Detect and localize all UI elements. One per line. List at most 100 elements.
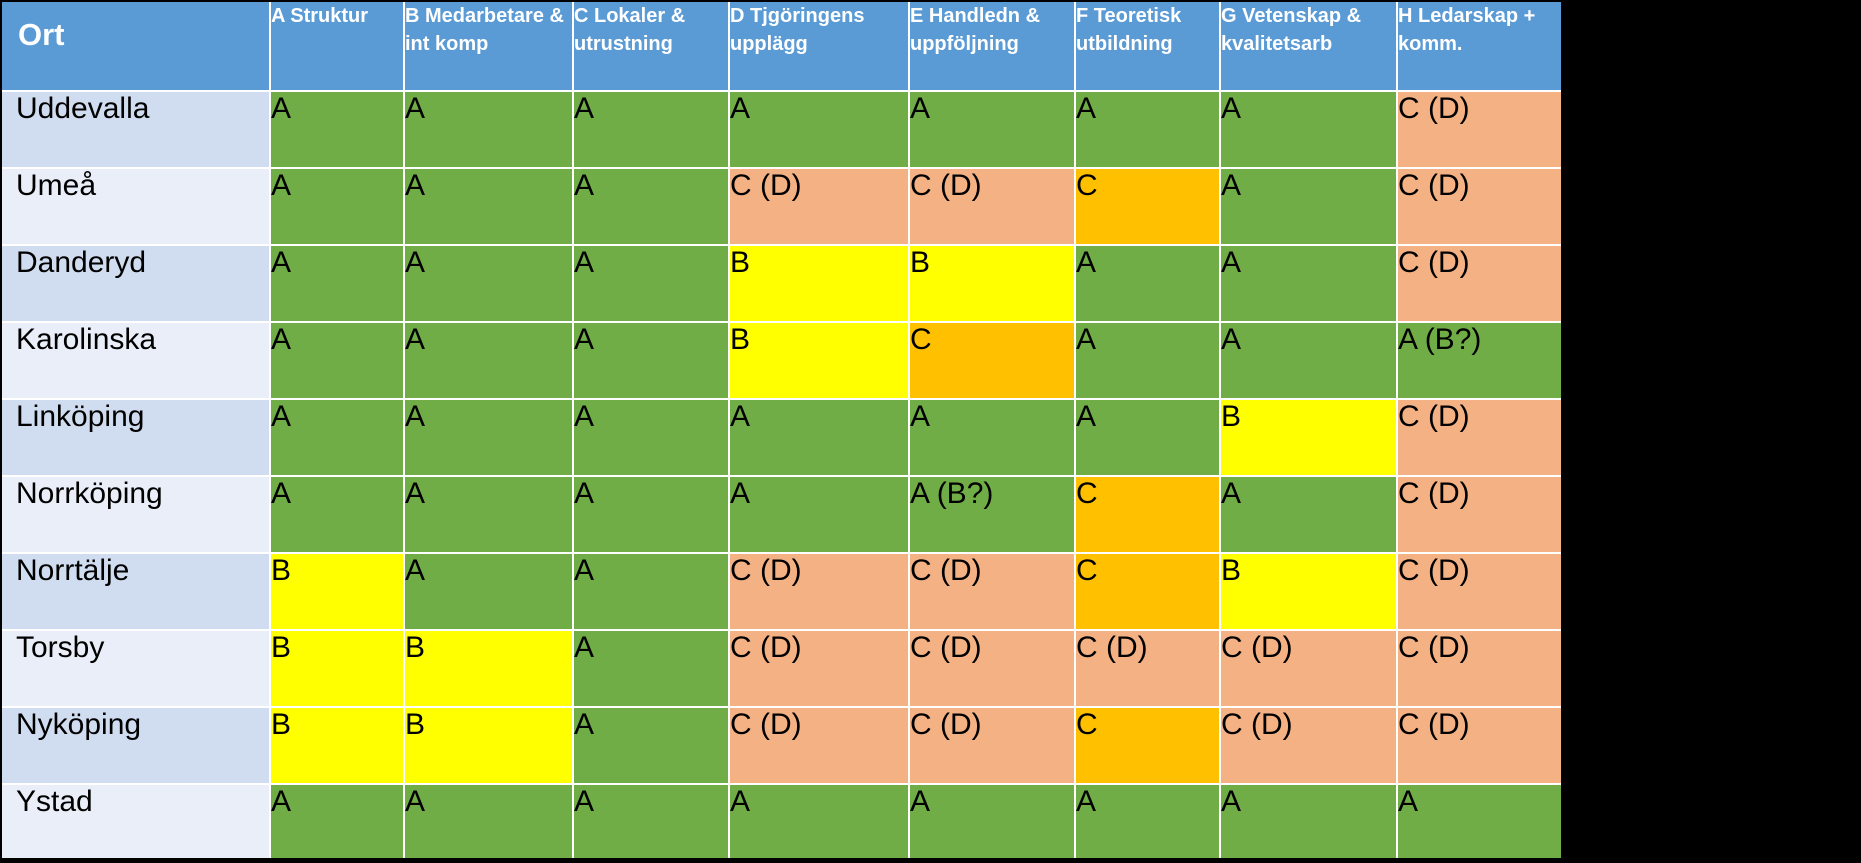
grade-cell: C (D) <box>1398 246 1561 323</box>
grade-cell: A <box>574 477 730 554</box>
column-header: C Lokaler & utrustning <box>574 2 730 92</box>
table-row: Linköping A A A A A A B C (D) <box>2 400 1561 477</box>
column-header: H Ledarskap + komm. <box>1398 2 1561 92</box>
grade-cell: C (D) <box>910 554 1076 631</box>
grade-cell: B <box>271 708 405 785</box>
grade-cell: C (D) <box>1398 631 1561 708</box>
grade-cell: A <box>1221 477 1398 554</box>
place-name: Ystad <box>2 785 271 858</box>
grade-cell: A <box>910 785 1076 858</box>
grade-cell: C (D) <box>910 708 1076 785</box>
grade-cell: A <box>730 785 910 858</box>
grade-cell: A <box>405 785 574 858</box>
grade-cell: C (D) <box>1221 708 1398 785</box>
column-header: D Tjgöringens upplägg <box>730 2 910 92</box>
grade-cell: A <box>405 246 574 323</box>
grade-cell: C (D) <box>910 631 1076 708</box>
grade-cell: A <box>405 169 574 246</box>
grade-cell: A <box>574 92 730 169</box>
grade-cell: A <box>1076 400 1221 477</box>
grade-cell: A <box>1221 92 1398 169</box>
place-name: Danderyd <box>2 246 271 323</box>
grade-cell: C <box>910 323 1076 400</box>
grade-cell: A <box>405 400 574 477</box>
table-row: Torsby B B A C (D) C (D) C (D) C (D) C (D) <box>2 631 1561 708</box>
grade-cell: A <box>574 554 730 631</box>
grade-cell: A <box>574 785 730 858</box>
grade-cell: A <box>271 785 405 858</box>
grade-cell: A <box>1076 323 1221 400</box>
grade-cell: A <box>1398 785 1561 858</box>
grade-cell: A (B?) <box>1398 323 1561 400</box>
grade-cell: A <box>574 169 730 246</box>
grading-table: Ort A Struktur B Medarbetare & int komp C … <box>2 2 1561 858</box>
grade-cell: A <box>910 92 1076 169</box>
grade-cell: C (D) <box>1398 477 1561 554</box>
grade-cell: A <box>271 323 405 400</box>
grade-cell: C (D) <box>730 708 910 785</box>
grade-cell: A <box>405 92 574 169</box>
table-row: Danderyd A A A B B A A C (D) <box>2 246 1561 323</box>
place-name: Norrtälje <box>2 554 271 631</box>
grade-cell: A <box>1076 246 1221 323</box>
column-header: F Teoretisk utbildning <box>1076 2 1221 92</box>
grade-cell: B <box>1221 400 1398 477</box>
column-header: E Handledn & uppföljning <box>910 2 1076 92</box>
grade-cell: A <box>1221 323 1398 400</box>
grade-cell: B <box>271 631 405 708</box>
grade-cell: B <box>730 246 910 323</box>
column-header: G Vetenskap & kvalitetsarb <box>1221 2 1398 92</box>
place-name: Linköping <box>2 400 271 477</box>
grade-cell: A <box>730 477 910 554</box>
grade-cell: A <box>1076 785 1221 858</box>
place-name: Uddevalla <box>2 92 271 169</box>
grade-cell: C (D) <box>1398 169 1561 246</box>
grade-cell: C (D) <box>1398 92 1561 169</box>
grade-cell: A <box>730 92 910 169</box>
grade-cell: A <box>271 246 405 323</box>
grade-cell: A <box>1221 785 1398 858</box>
grade-cell: C (D) <box>730 631 910 708</box>
header-ort: Ort <box>2 2 271 92</box>
grade-cell: B <box>1221 554 1398 631</box>
table-row: Norrköping A A A A A (B?) C A C (D) <box>2 477 1561 554</box>
column-header: A Struktur <box>271 2 405 92</box>
table-row: Nyköping B B A C (D) C (D) C C (D) C (D) <box>2 708 1561 785</box>
header-row: Ort A Struktur B Medarbetare & int komp C … <box>2 2 1561 92</box>
grade-cell: A <box>405 477 574 554</box>
table-row: Norrtälje B A A C (D) C (D) C B C (D) <box>2 554 1561 631</box>
grade-cell: A <box>574 400 730 477</box>
grade-cell: A <box>405 554 574 631</box>
grade-cell: A <box>271 477 405 554</box>
grade-cell: C (D) <box>1398 400 1561 477</box>
grade-cell: A <box>574 631 730 708</box>
place-name: Torsby <box>2 631 271 708</box>
grade-cell: A (B?) <box>910 477 1076 554</box>
grade-cell: B <box>405 631 574 708</box>
grade-cell: C <box>1076 554 1221 631</box>
table-row: Karolinska A A A B C A A A (B?) <box>2 323 1561 400</box>
grade-cell: C <box>1076 477 1221 554</box>
grade-cell: C <box>1076 169 1221 246</box>
table-body: Uddevalla A A A A A A A C (D) Umeå A A A C (D) C (D) C A… <box>2 92 1561 858</box>
grade-cell: A <box>1076 92 1221 169</box>
place-name: Nyköping <box>2 708 271 785</box>
grade-cell: A <box>1221 246 1398 323</box>
grade-cell: C (D) <box>1398 554 1561 631</box>
grade-cell: A <box>574 246 730 323</box>
table-row: Umeå A A A C (D) C (D) C A C (D) <box>2 169 1561 246</box>
grade-cell: A <box>271 169 405 246</box>
grade-cell: A <box>574 708 730 785</box>
grade-cell: C (D) <box>910 169 1076 246</box>
grade-cell: C <box>1076 708 1221 785</box>
place-name: Umeå <box>2 169 271 246</box>
grade-cell: A <box>910 400 1076 477</box>
grade-cell: A <box>271 92 405 169</box>
grade-cell: A <box>405 323 574 400</box>
grade-cell: B <box>405 708 574 785</box>
grade-cell: C (D) <box>730 554 910 631</box>
grade-cell: A <box>271 400 405 477</box>
grade-cell: C (D) <box>1221 631 1398 708</box>
grade-cell: A <box>730 400 910 477</box>
place-name: Norrköping <box>2 477 271 554</box>
